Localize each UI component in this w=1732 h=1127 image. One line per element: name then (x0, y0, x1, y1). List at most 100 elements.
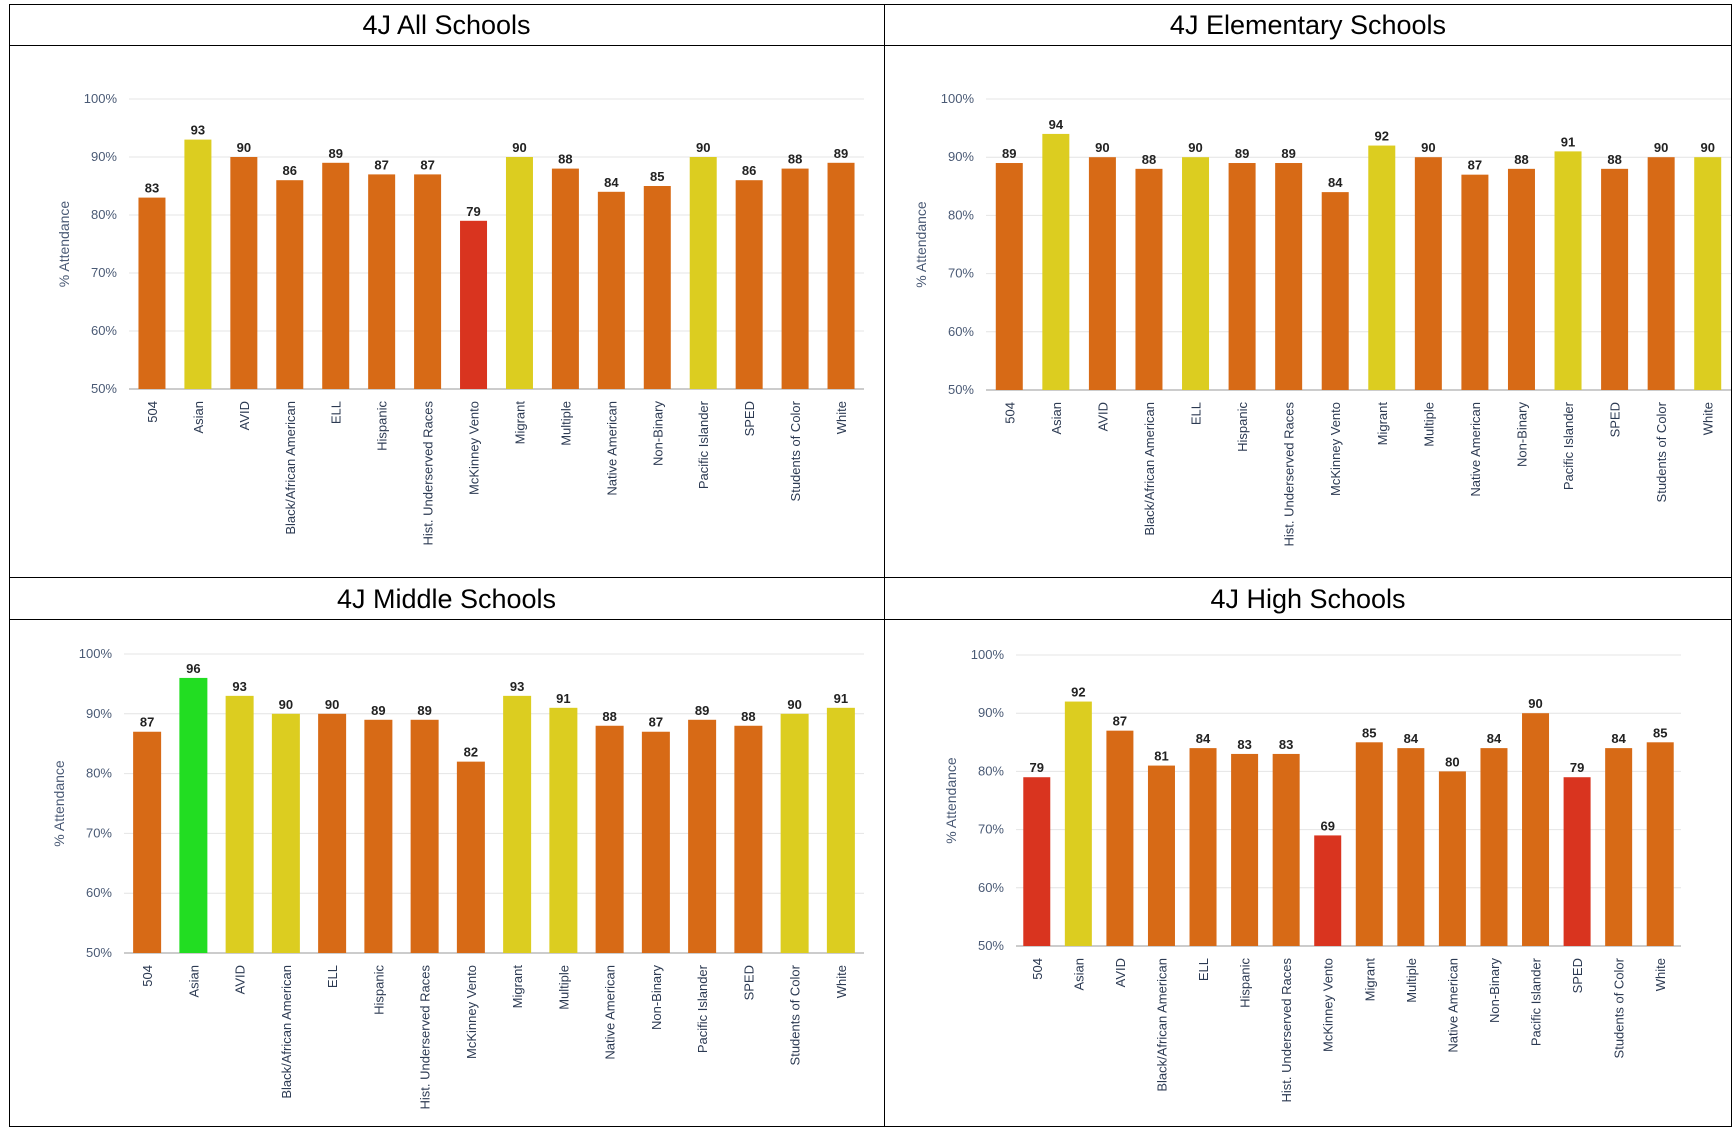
x-tick-label: White (834, 401, 849, 434)
bar (184, 139, 212, 389)
bar (1182, 157, 1210, 390)
x-tick-label: Hist. Underserved Races (1282, 402, 1297, 547)
x-tick-label: SPED (742, 401, 757, 436)
x-tick-label: Migrant (512, 401, 527, 445)
bar (368, 174, 396, 389)
data-label: 87 (420, 157, 434, 172)
x-tick-label: Pacific Islander (1529, 957, 1544, 1046)
x-tick-label: ELL (1189, 402, 1204, 425)
data-label: 93 (191, 123, 205, 138)
x-tick-label: Pacific Islander (695, 964, 710, 1053)
panel-high-schools: 4J High Schools 50% 60% 70% 80% 90% 100% % Att… (885, 578, 1732, 1127)
x-tick-label: Non-Binary (1487, 958, 1502, 1024)
y-tick-label: 60% (948, 324, 974, 339)
x-tick-label: 504 (140, 965, 155, 987)
bar (1694, 157, 1722, 390)
data-label: 92 (1375, 129, 1389, 144)
bar (689, 157, 717, 389)
data-label: 85 (650, 169, 664, 184)
bar (1397, 748, 1425, 946)
data-label: 92 (1071, 685, 1085, 700)
x-tick-label: Migrant (510, 965, 525, 1009)
data-label: 93 (232, 679, 246, 694)
data-label: 81 (1154, 749, 1168, 764)
data-label: 90 (1421, 140, 1435, 155)
y-tick-label: 100% (941, 91, 975, 106)
x-tick-label: Students of Color (788, 964, 803, 1065)
x-tick-label: 504 (1002, 402, 1017, 424)
bar (1563, 777, 1591, 946)
x-tick-label: Hispanic (375, 401, 390, 451)
data-label: 87 (1468, 158, 1482, 173)
bar (460, 220, 488, 389)
x-tick-label: Native American (1468, 402, 1483, 497)
data-label: 82 (464, 745, 478, 760)
y-tick-label: 50% (948, 382, 974, 397)
x-tick-label: White (1701, 402, 1716, 435)
x-tick-label: 504 (145, 401, 160, 423)
data-label: 86 (283, 163, 297, 178)
x-tick-label: Asian (1049, 402, 1064, 435)
bar (1368, 145, 1396, 390)
bar (551, 168, 579, 389)
bar (1064, 701, 1092, 946)
y-tick-label: 90% (978, 705, 1004, 720)
bar (1414, 157, 1442, 390)
chart-title: 4J Middle Schools (9, 578, 884, 620)
bar (1228, 163, 1256, 390)
y-tick-label: 70% (948, 266, 974, 281)
data-label: 69 (1320, 818, 1334, 833)
data-label: 88 (1514, 152, 1528, 167)
data-label: 90 (1654, 140, 1668, 155)
data-label: 90 (512, 140, 526, 155)
data-label: 90 (1188, 140, 1202, 155)
x-tick-label: Black/African American (279, 965, 294, 1099)
data-label: 91 (1561, 134, 1575, 149)
bar (364, 719, 393, 953)
data-label: 84 (1196, 731, 1211, 746)
chart-title: 4J High Schools (885, 578, 1731, 620)
data-label: 90 (696, 140, 710, 155)
bar (1272, 753, 1300, 946)
x-tick-label: SPED (741, 965, 756, 1000)
x-tick-label: Students of Color (1612, 957, 1627, 1058)
y-tick-label: 60% (91, 323, 117, 338)
y-axis-title: % Attendance (913, 201, 929, 288)
y-tick-label: 90% (91, 149, 117, 164)
y-tick-label: 90% (948, 149, 974, 164)
x-tick-label: AVID (237, 401, 252, 430)
data-label: 87 (1113, 714, 1127, 729)
data-label: 87 (649, 715, 663, 730)
y-tick-label: 90% (86, 706, 112, 721)
x-tick-label: ELL (329, 401, 344, 424)
bar (456, 761, 485, 953)
data-label: 87 (374, 157, 388, 172)
data-label: 88 (558, 152, 572, 167)
data-label: 91 (834, 691, 848, 706)
x-tick-label: Non-Binary (1514, 402, 1529, 468)
bar (1646, 742, 1674, 946)
bar (781, 168, 809, 389)
data-label: 79 (1030, 760, 1044, 775)
bar-chart-all-schools: 50% 60% 70% 80% 90% 100% % Attendance 83 504 93 As… (56, 91, 864, 546)
bar (780, 713, 809, 953)
y-tick-label: 80% (948, 207, 974, 222)
x-tick-label: Hispanic (371, 965, 386, 1015)
x-tick-label: Multiple (556, 965, 571, 1010)
x-tick-label: Non-Binary (649, 965, 664, 1031)
bar (1189, 748, 1217, 946)
data-label: 90 (1095, 140, 1109, 155)
bar (503, 695, 532, 953)
data-label: 83 (145, 181, 159, 196)
x-tick-label: Black/African American (1142, 402, 1157, 536)
bar (230, 157, 258, 389)
bar-chart-middle-schools: 50% 60% 70% 80% 90% 100% % Attendance 87 504 96 As… (51, 646, 864, 1110)
x-tick-label: Pacific Islander (1561, 401, 1576, 490)
bar (641, 731, 670, 953)
data-label: 89 (1281, 146, 1295, 161)
x-tick-label: Asian (191, 401, 206, 434)
data-label: 88 (788, 152, 802, 167)
data-label: 88 (602, 709, 616, 724)
bar (827, 162, 855, 389)
bar (1088, 157, 1116, 390)
